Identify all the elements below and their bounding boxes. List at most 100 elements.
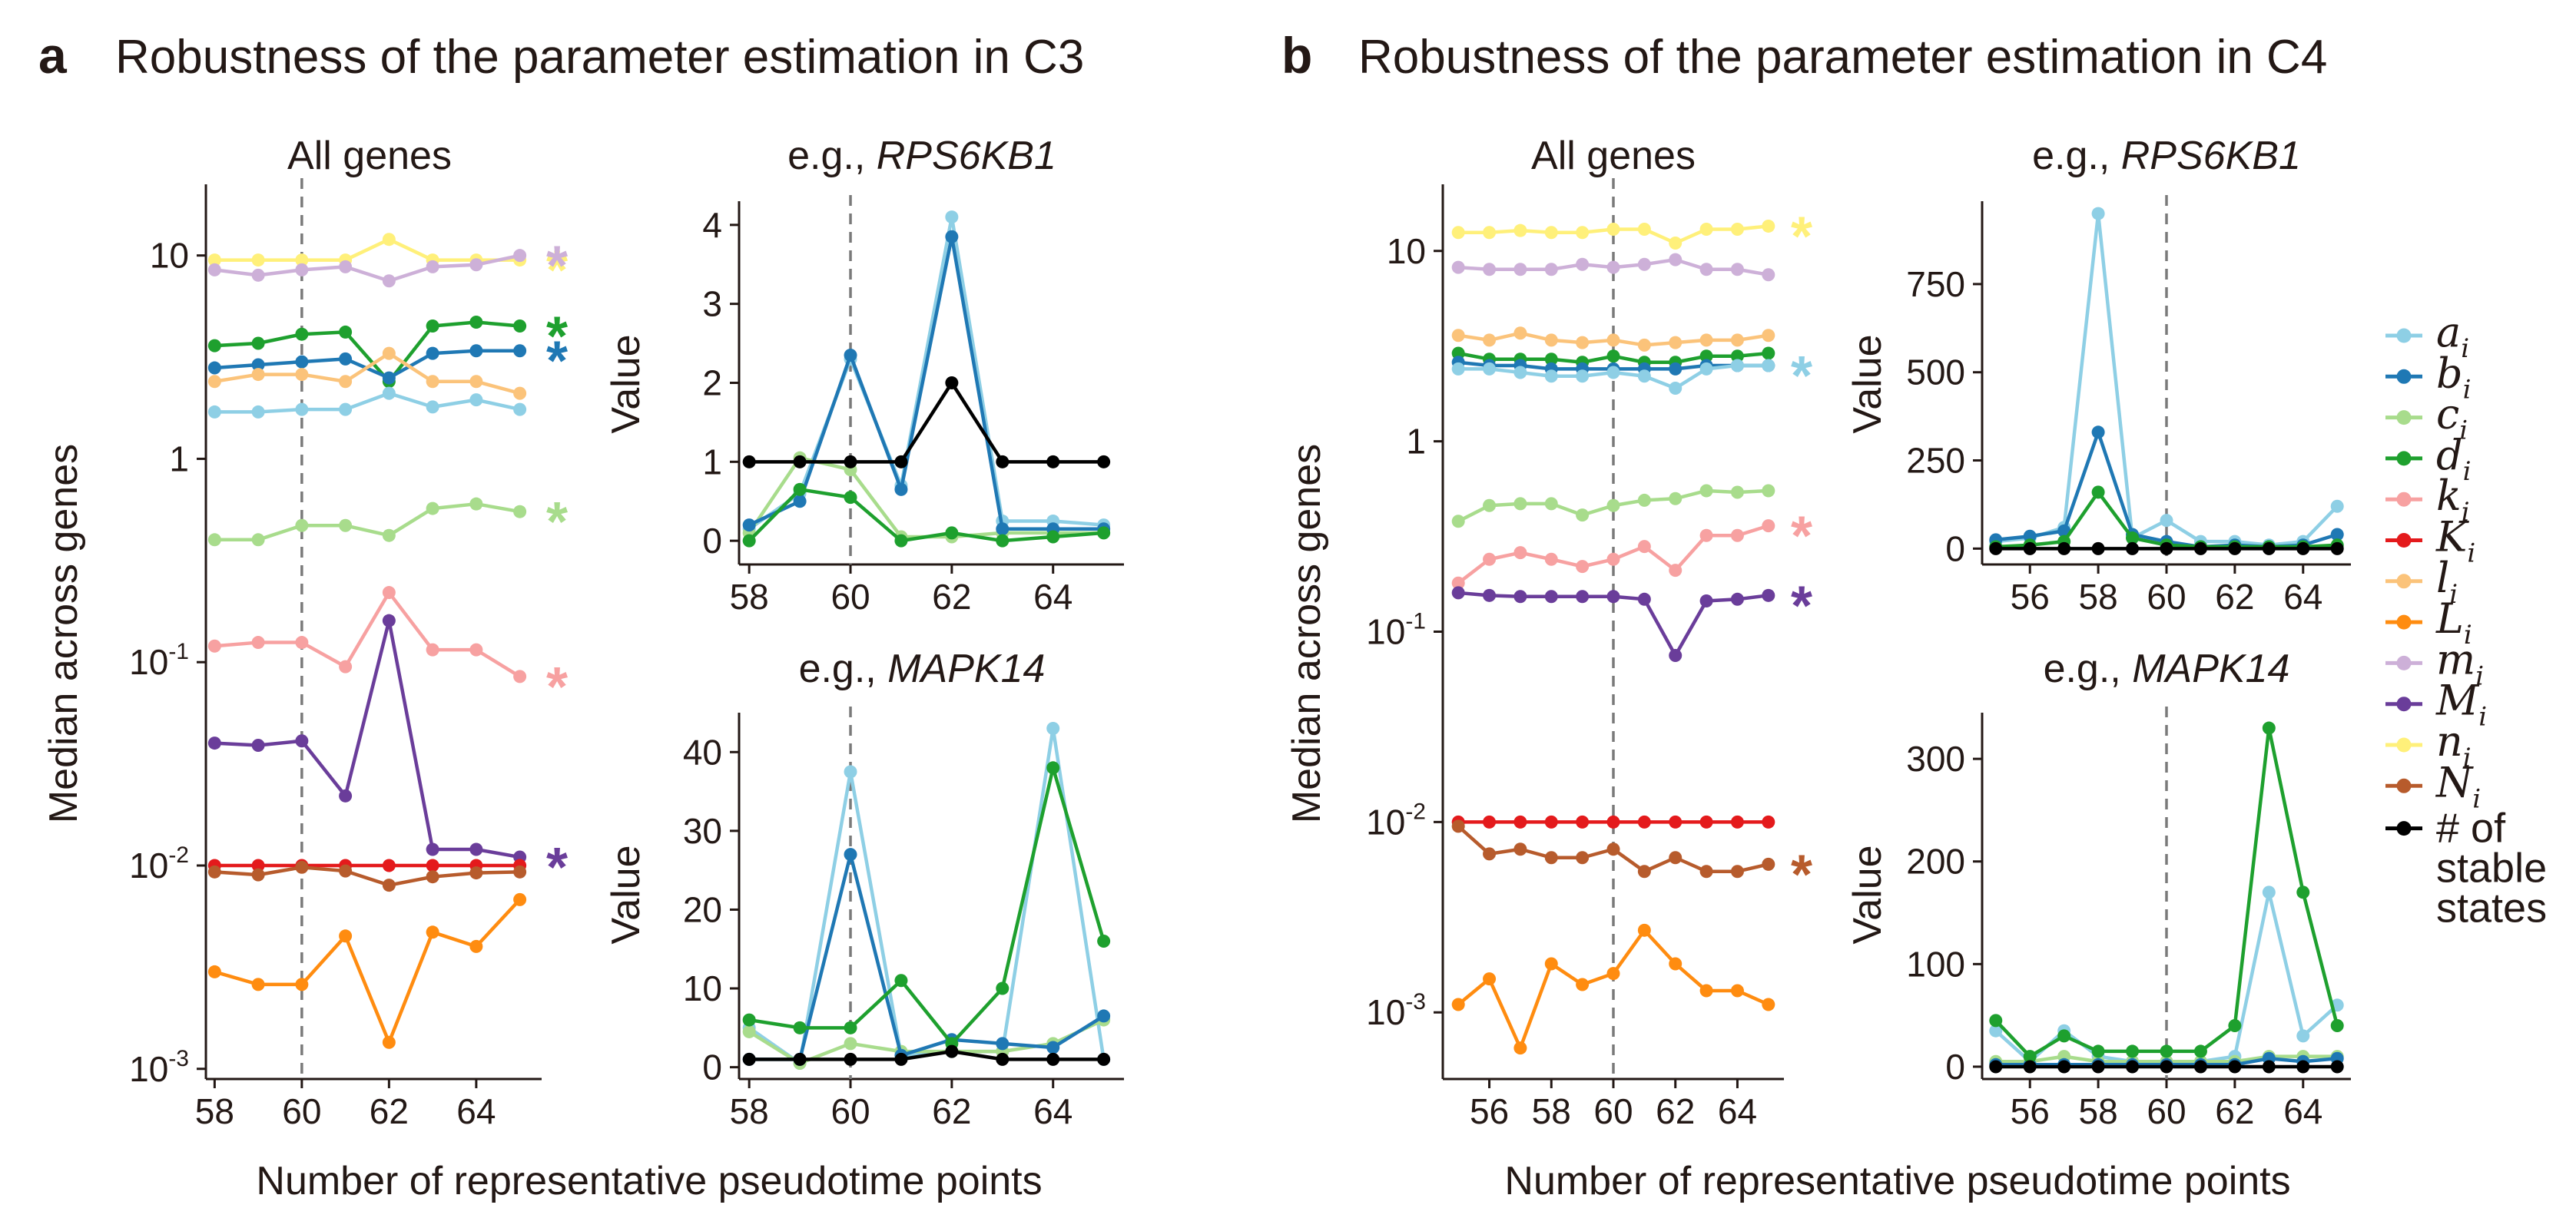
data-point [844, 1037, 857, 1051]
panel-b-label: b [1281, 27, 1312, 84]
data-point [1483, 552, 1497, 566]
data-point [1669, 851, 1683, 865]
data-point [1699, 223, 1713, 237]
data-point [1699, 263, 1713, 276]
legend-item-a-i: ai [2385, 308, 2469, 364]
data-point [1513, 366, 1527, 379]
data-point [894, 455, 908, 468]
data-point [1669, 957, 1683, 971]
legend-label-base: b [2436, 349, 2463, 397]
series-line [214, 351, 521, 396]
data-point [1451, 819, 1465, 833]
legend-key-dot [2396, 369, 2412, 384]
data-point [2330, 1019, 2344, 1033]
y-tick-label: 10-2 [129, 842, 189, 885]
series-d-i [742, 761, 1111, 1051]
panel-b-ylabel: Median across genes [1285, 444, 1329, 823]
data-point [382, 346, 396, 360]
significance-star: * [546, 236, 568, 297]
data-point [251, 268, 265, 282]
data-point [1451, 515, 1465, 528]
series-line [748, 488, 1104, 543]
x-tick-label: 60 [830, 1091, 870, 1131]
legend-label: Ni [2435, 758, 2481, 814]
data-point [2091, 1044, 2105, 1058]
data-point [1513, 223, 1527, 237]
chart-title-gene: RPS6KB1 [2121, 134, 2301, 178]
x-tick-label: 58 [730, 1091, 769, 1131]
data-point [742, 455, 756, 468]
data-point [1576, 815, 1590, 829]
data-point [1669, 236, 1683, 250]
data-point [207, 253, 221, 267]
data-point [513, 249, 527, 263]
legend-label-base: k [2436, 472, 2462, 520]
data-point [469, 315, 483, 329]
series-d-i [1989, 721, 2344, 1064]
legend-label: ci [2436, 390, 2468, 446]
x-tick-label: 60 [2147, 577, 2186, 617]
panel-b-mapk-ylabel: Value [1845, 845, 1890, 944]
data-point [382, 386, 396, 400]
data-point [894, 534, 908, 548]
legend-label-subscript: i [2467, 538, 2475, 569]
series-c-i [1451, 484, 1775, 528]
data-point [2160, 1044, 2173, 1058]
data-point [339, 864, 353, 878]
data-point [2091, 541, 2105, 555]
x-tick-label: 62 [932, 577, 971, 617]
data-point [1576, 560, 1590, 574]
series-stable [742, 1044, 1111, 1066]
data-point [1730, 865, 1744, 879]
data-point [339, 518, 353, 532]
data-point [945, 526, 959, 540]
chart-a-mapk14: e.g., MAPK14 58 60 62 64 0 10 20 30 40 [683, 647, 1124, 1131]
data-point [1483, 815, 1497, 829]
data-point [1637, 338, 1651, 352]
data-point [1699, 362, 1713, 376]
data-point [1483, 588, 1497, 602]
legend-label-subscript: i [2462, 497, 2470, 528]
data-point [2330, 499, 2344, 513]
y-tick-base: 10 [129, 846, 168, 885]
legend-label-base: c [2436, 390, 2459, 439]
legend-label-line: # of [2436, 806, 2506, 852]
data-point [1606, 552, 1620, 566]
y-tick-label: 250 [1906, 441, 1965, 481]
data-point [2023, 1050, 2037, 1064]
data-point [1046, 455, 1060, 468]
data-point [1606, 967, 1620, 981]
data-point [2296, 1029, 2310, 1043]
data-point [945, 376, 959, 389]
legend-label-subscript: i [2475, 660, 2484, 691]
data-point [1762, 219, 1775, 233]
data-point [207, 965, 221, 978]
legend-label-base: m [2436, 635, 2475, 684]
data-point [1097, 1009, 1111, 1023]
data-point [793, 1052, 807, 1066]
x-tick-label: 58 [2079, 1091, 2118, 1131]
panel-a-xlabel: Number of representative pseudotime poin… [256, 1159, 1042, 1203]
legend-label: ki [2436, 472, 2470, 528]
chart-title-prefix: e.g., [799, 647, 888, 691]
data-point [1513, 546, 1527, 560]
legend-item-n-i: ni [2385, 717, 2472, 773]
y-tick-base: 10 [1366, 612, 1405, 652]
data-point [1544, 590, 1558, 604]
data-point [1544, 333, 1558, 347]
significance-star: * [1791, 506, 1812, 568]
data-point [1669, 564, 1683, 578]
data-point [1513, 1041, 1527, 1055]
legend-label-subscript: i [2461, 333, 2469, 364]
y-tick-label: 20 [683, 889, 722, 929]
series-n-i: * [1451, 206, 1812, 267]
data-point [1762, 346, 1775, 360]
data-point [844, 1052, 857, 1066]
y-tick-base: 10 [1387, 231, 1426, 271]
panel-a-ylabel: Median across genes [41, 444, 86, 823]
data-point [295, 368, 309, 382]
data-point [2330, 541, 2344, 555]
